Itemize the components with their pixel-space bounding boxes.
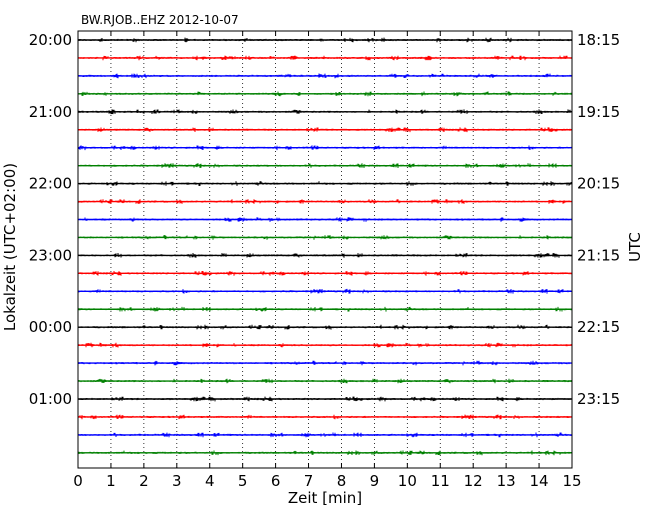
y-axis-right: 18:15 19:15 20:15 21:15 22:15 23:15 <box>567 31 620 408</box>
x-tick-label: 12 <box>464 472 483 490</box>
x-tick-label: 13 <box>497 472 516 490</box>
y-tick-label-right: 20:15 <box>577 175 620 193</box>
y-axis-left-label: Lokalzeit (UTC+02:00) <box>1 163 19 331</box>
x-tick-label: 14 <box>530 472 549 490</box>
x-tick-label: 11 <box>431 472 450 490</box>
grid-lines <box>110 31 540 468</box>
y-tick-label-right: 19:15 <box>577 103 620 121</box>
x-tick-label: 9 <box>370 472 380 490</box>
x-tick-label: 15 <box>562 472 581 490</box>
y-axis-left: 20:00 21:00 22:00 23:00 00:00 01:00 <box>29 31 83 408</box>
x-axis: 0 1 2 3 4 5 6 7 8 9 10 11 12 13 14 15 <box>73 31 582 490</box>
x-tick-label: 2 <box>139 472 149 490</box>
y-tick-label-left: 01:00 <box>29 390 72 408</box>
y-tick-label-left: 20:00 <box>29 31 72 49</box>
y-tick-label-right: 18:15 <box>577 31 620 49</box>
y-tick-label-left: 22:00 <box>29 175 72 193</box>
x-tick-label: 1 <box>106 472 116 490</box>
x-tick-label: 3 <box>172 472 182 490</box>
chart-title: BW.RJOB..EHZ 2012-10-07 <box>81 13 239 27</box>
x-axis-label: Zeit [min] <box>288 489 362 507</box>
y-tick-label-right: 21:15 <box>577 246 620 264</box>
y-axis-right-label: UTC <box>626 232 644 262</box>
x-tick-label: 5 <box>238 472 248 490</box>
y-tick-label-right: 23:15 <box>577 390 620 408</box>
x-tick-label: 0 <box>73 472 83 490</box>
x-tick-label: 4 <box>205 472 215 490</box>
x-tick-label: 7 <box>304 472 314 490</box>
y-tick-label-left: 23:00 <box>29 246 72 264</box>
x-tick-label: 10 <box>398 472 417 490</box>
y-tick-label-left: 21:00 <box>29 103 72 121</box>
y-tick-label-right: 22:15 <box>577 318 620 336</box>
x-tick-label: 6 <box>271 472 281 490</box>
x-tick-label: 8 <box>337 472 347 490</box>
seismic-traces <box>77 37 573 456</box>
y-tick-label-left: 00:00 <box>29 318 72 336</box>
plot-frame <box>77 30 573 469</box>
